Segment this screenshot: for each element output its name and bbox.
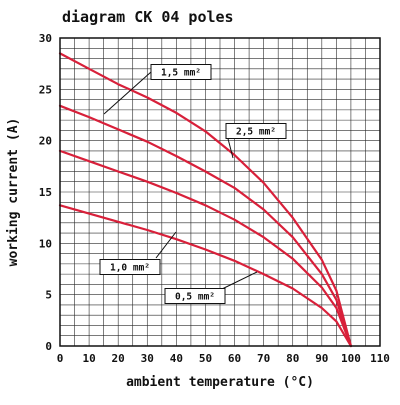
callout-leader [103,71,152,115]
callout-label: 1,5 mm² [161,68,201,79]
callout: 0,5 mm² [164,271,258,304]
y-tick-label: 0 [45,340,52,353]
y-tick-label: 30 [39,32,52,45]
callout-box [150,64,212,80]
x-tick-label: 50 [199,352,212,365]
x-axis-label: ambient temperature (°C) [126,375,314,390]
callout-label: 2,5 mm² [236,127,276,138]
callout-box [164,288,226,304]
series-line [58,149,352,348]
x-tick-label: 0 [57,352,64,365]
chart-title: diagram CK 04 poles [62,8,234,26]
x-tick-label: 30 [141,352,154,365]
y-tick-label: 5 [45,289,52,302]
y-tick-label: 25 [39,83,52,96]
x-tick-label: 20 [112,352,125,365]
callout-label: 0,5 mm² [175,292,215,303]
callout-leader [219,271,258,291]
series-line [58,104,352,348]
y-tick-label: 15 [39,186,52,199]
x-tick-label: 70 [257,352,270,365]
callout: 1,0 mm² [99,231,177,275]
callout: 2,5 mm² [225,123,287,159]
plot-frame [59,37,381,347]
callouts: 1,5 mm² 2,5 mm² 1,0 mm² 0,5 mm² [99,64,287,304]
series-line [58,52,352,348]
x-tick-label: 100 [341,352,361,365]
tick-labels: 0 10 20 30 40 50 60 70 80 90 100 110 0 5 10 15 20 25 30 [39,32,390,365]
callout-label: 1,0 mm² [110,263,150,274]
x-tick-label: 110 [370,352,390,365]
series-line [58,204,352,348]
callout-box [99,259,161,275]
y-axis-label: working current (A) [6,118,21,267]
series-lines [58,52,352,348]
x-tick-label: 80 [286,352,299,365]
x-tick-label: 90 [315,352,328,365]
y-tick-label: 20 [39,135,52,148]
x-tick-label: 40 [170,352,183,365]
callout-box [225,123,287,139]
callout-leader [155,231,177,259]
x-tick-label: 60 [228,352,241,365]
y-tick-label: 10 [39,237,52,250]
callout: 1,5 mm² [103,64,212,115]
x-tick-label: 10 [82,352,95,365]
